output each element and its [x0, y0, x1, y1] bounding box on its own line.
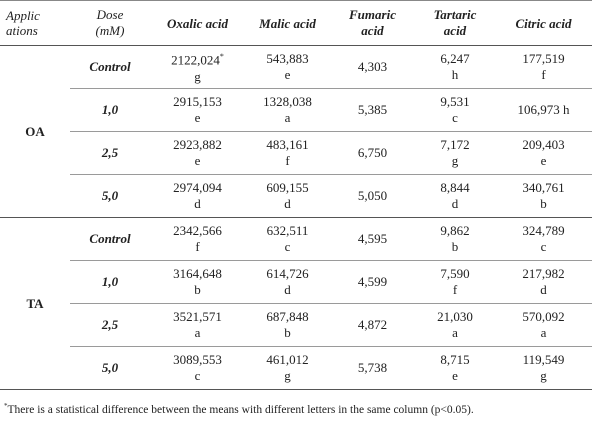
table-row: 5,0 3089,553 c 461,012 g 5,738 8,715 e 119,…: [0, 347, 592, 390]
oxalic-cell: 2923,882 e: [173, 137, 222, 168]
dose-cell: 1,0: [101, 274, 119, 289]
table-row: OA Control 2122,024* g 543,883 e 4,303 6,2…: [0, 46, 592, 139]
fumaric-cell: 5,050: [357, 188, 388, 203]
header-malic: Malic acid: [245, 0, 330, 46]
table-row: 1,0 2915,153 e 1328,038 a 5,385 9,531 c 106…: [0, 89, 592, 132]
citric-cell: 340,761 b: [522, 180, 565, 211]
tartaric-cell: 9,531 c: [440, 94, 470, 125]
malic-cell: 687,848 b: [266, 309, 309, 340]
application-label: OA: [25, 123, 45, 139]
tartaric-cell: 8,844 d: [440, 180, 470, 211]
dose-cell: Control: [89, 59, 131, 74]
dose-cell: 2,5: [101, 145, 119, 160]
fumaric-cell: 5,738: [357, 360, 388, 375]
malic-cell: 461,012 g: [266, 352, 309, 383]
oxalic-cell: 2974,094 d: [173, 180, 222, 211]
tartaric-cell: 7,172 g: [440, 137, 470, 168]
malic-cell: 1328,038 a: [263, 94, 312, 125]
table-row: 1,0 3164,648 b 614,726 d 4,599 7,590 f 217,…: [0, 261, 592, 304]
malic-cell: 632,511 c: [266, 223, 309, 254]
citric-cell: 119,549 g: [522, 352, 565, 383]
oxalic-cell: 3089,553 c: [173, 352, 222, 383]
malic-cell: 609,155 d: [266, 180, 309, 211]
tartaric-cell: 6,247 h: [440, 51, 470, 82]
dose-cell: 2,5: [101, 317, 119, 332]
organic-acid-table: Applic ations Dose (mM) Oxalic acid Malic…: [0, 0, 592, 390]
header-dose: Dose (mM): [70, 0, 150, 46]
application-label: TA: [26, 295, 44, 311]
citric-cell: 217,982 d: [522, 266, 565, 297]
citric-cell: 106,973 h: [517, 102, 570, 117]
header-tartaric: Tartaric acid: [415, 0, 495, 46]
malic-cell: 543,883 e: [266, 51, 309, 82]
fumaric-cell: 4,303: [357, 59, 388, 74]
citric-cell: 324,789 c: [522, 223, 565, 254]
table-row: 2,5 2923,882 e 483,161 f 6,750 7,172 g 209,…: [0, 132, 592, 175]
fumaric-cell: 4,599: [357, 274, 388, 289]
footnote-text: There is a statistical difference betwee…: [7, 403, 474, 416]
oxalic-cell: 2122,024* g: [171, 52, 224, 84]
dose-cell: 5,0: [101, 360, 119, 375]
tartaric-cell: 21,030 a: [437, 309, 473, 340]
header-citric: Citric acid: [495, 0, 592, 46]
header-oxalic: Oxalic acid: [150, 0, 245, 46]
dose-cell: 5,0: [101, 188, 119, 203]
oxalic-cell: 2342,566 f: [173, 223, 222, 254]
fumaric-cell: 4,595: [357, 231, 388, 246]
citric-cell: 570,092 a: [522, 309, 565, 340]
fumaric-cell: 5,385: [357, 102, 388, 117]
footnote-marker: *: [4, 402, 8, 410]
malic-cell: 614,726 d: [266, 266, 309, 297]
fumaric-cell: 6,750: [357, 145, 388, 160]
dose-cell: 1,0: [101, 102, 119, 117]
citric-cell: 209,403 e: [522, 137, 565, 168]
fumaric-cell: 4,872: [357, 317, 388, 332]
tartaric-cell: 9,862 b: [440, 223, 470, 254]
table-row: 5,0 2974,094 d 609,155 d 5,050 8,844 d 340,…: [0, 175, 592, 218]
table-footnote: *There is a statistical difference betwe…: [4, 402, 474, 416]
oxalic-cell: 3521,571 a: [173, 309, 222, 340]
table-row: TA Control 2342,566 f 632,511 c 4,595 9,86…: [0, 218, 592, 311]
tartaric-cell: 8,715 e: [440, 352, 470, 383]
oxalic-cell: 3164,648 b: [173, 266, 222, 297]
citric-cell: 177,519 f: [522, 51, 565, 82]
dose-cell: Control: [89, 231, 131, 246]
header-applications: Applic ations: [0, 0, 70, 46]
table-row: 2,5 3521,571 a 687,848 b 4,872 21,030 a 570…: [0, 304, 592, 347]
malic-cell: 483,161 f: [266, 137, 309, 168]
header-row: Applic ations Dose (mM) Oxalic acid Malic…: [0, 0, 592, 46]
tartaric-cell: 7,590 f: [440, 266, 470, 297]
oxalic-cell: 2915,153 e: [173, 94, 222, 125]
header-fumaric: Fumaric acid: [330, 0, 415, 46]
